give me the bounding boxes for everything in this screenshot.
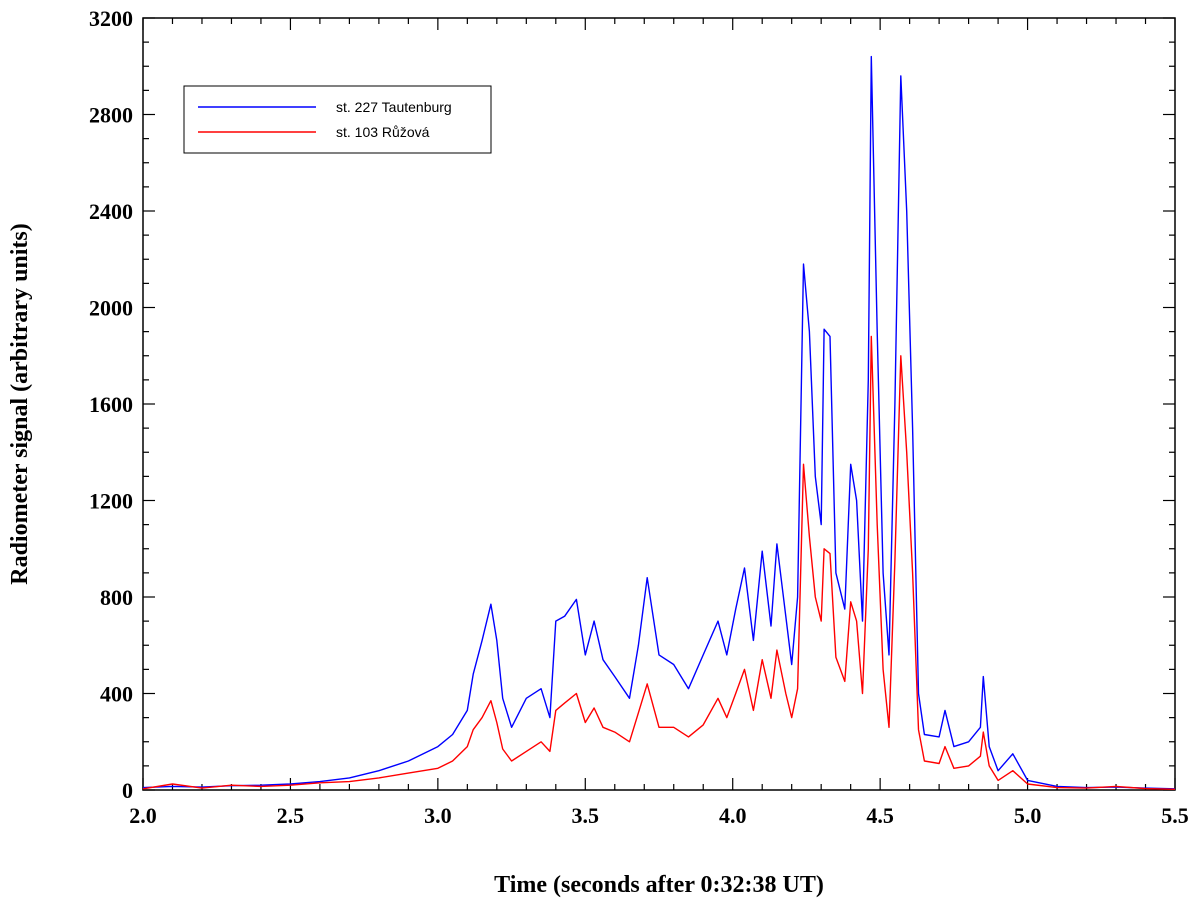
y-tick-label: 2800: [89, 103, 133, 128]
y-tick-label: 1600: [89, 392, 133, 417]
x-tick-label: 2.0: [129, 803, 157, 828]
x-tick-label: 4.0: [719, 803, 747, 828]
x-axis-title: Time (seconds after 0:32:38 UT): [494, 872, 824, 898]
legend-label-tautenburg: st. 227 Tautenburg: [336, 99, 452, 115]
x-tick-label: 3.5: [572, 803, 600, 828]
legend: st. 227 Tautenburg st. 103 Růžová: [183, 85, 492, 154]
legend-label-ruzova: st. 103 Růžová: [336, 124, 430, 140]
y-tick-label: 800: [100, 585, 133, 610]
series-line-ruzova: [142, 335, 1176, 790]
y-tick-label: 3200: [89, 6, 133, 31]
y-axis-title: Radiometer signal (arbitrary units): [7, 223, 33, 585]
y-tick-label: 1200: [89, 489, 133, 514]
x-tick-label: 2.5: [277, 803, 305, 828]
x-tick-label: 4.5: [866, 803, 894, 828]
x-tick-label: 5.5: [1161, 803, 1189, 828]
x-tick-label: 3.0: [424, 803, 452, 828]
series-line-tautenburg: [142, 55, 1176, 790]
series-layer: [142, 55, 1176, 790]
x-axis-ticks: 2.0 2.5 3.0 3.5 4.0 4.5 5.0 5.5: [129, 18, 1189, 828]
y-axis-ticks: 0 400 800 1200 1600 2000 2400 2800 3200: [89, 6, 1175, 803]
x-tick-label: 5.0: [1014, 803, 1042, 828]
legend-box: [183, 85, 492, 154]
y-tick-label: 2000: [89, 296, 133, 321]
y-tick-label: 2400: [89, 199, 133, 224]
y-tick-label: 0: [122, 778, 133, 803]
y-tick-label: 400: [100, 682, 133, 707]
